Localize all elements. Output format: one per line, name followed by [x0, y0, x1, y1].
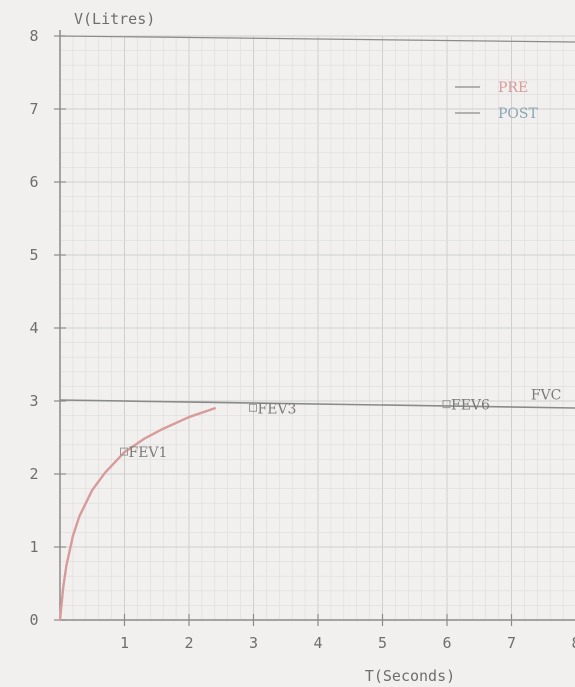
x-tick-label: 1 — [120, 634, 129, 652]
annotation-marker — [120, 447, 128, 456]
annotation-marker — [442, 400, 451, 409]
x-tick-label: 7 — [507, 634, 516, 652]
x-tick-label: 4 — [313, 634, 322, 652]
x-tick-label: 5 — [378, 634, 387, 652]
x-tick-label: 6 — [442, 634, 451, 652]
y-tick-label: 7 — [29, 100, 38, 118]
annotation-label: FEV3 — [258, 401, 297, 417]
annotation-marker — [249, 403, 257, 412]
y-tick-label: 0 — [29, 611, 38, 629]
y-tick-label: 2 — [29, 465, 38, 483]
y-axis-label: V(Litres) — [74, 10, 155, 28]
annotations: FEV1 FEV3 FEV6 FVC — [120, 387, 562, 461]
legend-label-pre: PRE — [498, 80, 528, 96]
annotation-label: FEV1 — [129, 445, 168, 461]
y-tick-label: 4 — [29, 319, 38, 337]
annotation-label: FVC — [531, 387, 562, 403]
series — [58, 407, 217, 622]
x-tick-label: 3 — [249, 634, 258, 652]
y-tick-label: 5 — [29, 246, 38, 264]
series-line-pre — [58, 407, 217, 622]
y-tick-label: 1 — [29, 538, 38, 556]
tick-labels: 0 1 2 3 4 5 6 7 8 1 2 3 4 5 6 7 8 — [29, 27, 575, 652]
grid — [59, 35, 575, 621]
top-frame-line — [59, 35, 575, 43]
x-tick-label: 8 — [571, 634, 575, 652]
x-tick-label: 2 — [184, 634, 193, 652]
annotation-label: FEV6 — [451, 398, 490, 414]
tick-marks — [54, 35, 513, 626]
y-tick-label: 3 — [29, 392, 38, 410]
fvc-reference-line — [59, 399, 575, 409]
y-tick-label: 8 — [29, 27, 38, 45]
x-axis-label: T(Seconds) — [365, 667, 455, 685]
legend-label-post: POST — [498, 106, 538, 122]
legend: PRE POST — [455, 80, 538, 122]
y-tick-label: 6 — [29, 173, 38, 191]
